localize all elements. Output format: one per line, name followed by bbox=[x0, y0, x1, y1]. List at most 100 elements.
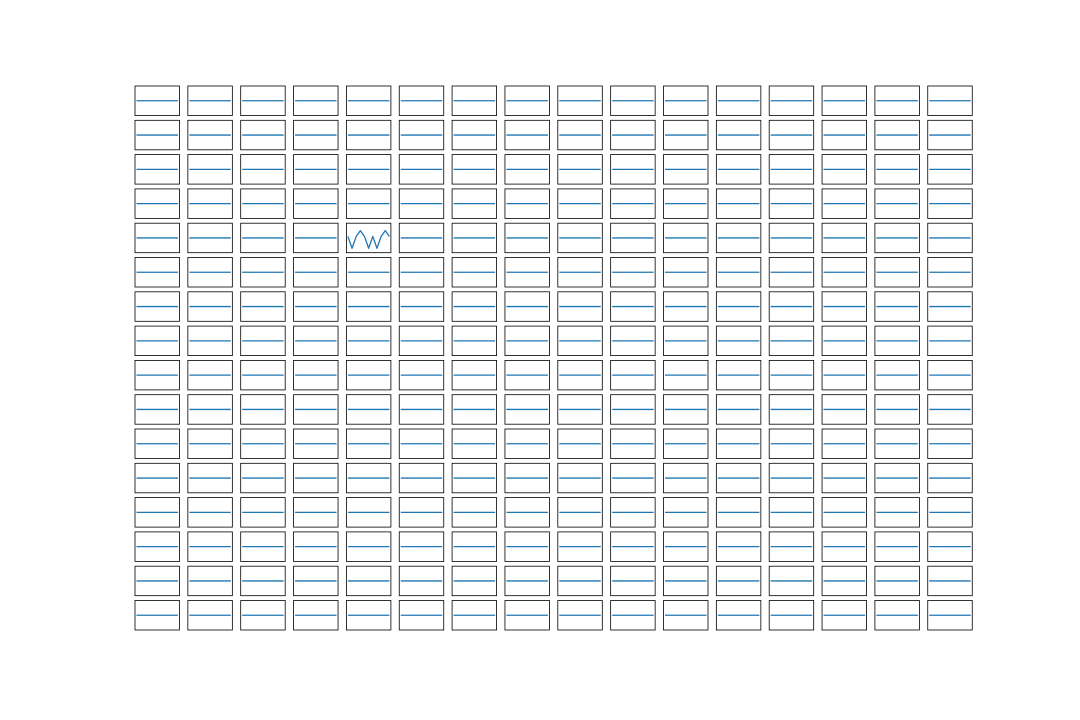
subplot-r13-c9 bbox=[610, 531, 656, 562]
subplot-r10-c14 bbox=[874, 428, 920, 459]
subplot-r11-c6 bbox=[451, 462, 498, 494]
subplot-r2-c4 bbox=[345, 154, 392, 185]
subplot-r9-c5 bbox=[398, 394, 445, 425]
subplot-r1-c4 bbox=[345, 119, 392, 151]
subplot-r7-c5 bbox=[398, 325, 445, 357]
subplot-r6-c13 bbox=[821, 291, 867, 322]
subplot-r11-c13 bbox=[821, 462, 867, 494]
subplot-r9-c9 bbox=[610, 394, 656, 425]
subplot-r3-c2 bbox=[240, 188, 286, 219]
subplot-r3-c8 bbox=[557, 188, 603, 219]
subplot-r8-c12 bbox=[768, 359, 815, 391]
subplot-r12-c2 bbox=[240, 497, 286, 528]
subplot-r8-c13 bbox=[821, 359, 867, 391]
subplot-r15-c1 bbox=[187, 600, 233, 631]
subplot-r13-c6 bbox=[451, 531, 498, 562]
subplot-r10-c1 bbox=[187, 428, 233, 459]
subplot-r0-c4 bbox=[345, 85, 392, 116]
subplot-r1-c12 bbox=[768, 119, 815, 151]
subplot-r0-c13 bbox=[821, 85, 867, 116]
subplot-r10-c7 bbox=[504, 428, 550, 459]
subplot-r15-c5 bbox=[398, 600, 445, 631]
subplot-r14-c6 bbox=[451, 565, 498, 597]
subplot-r10-c0 bbox=[134, 428, 180, 459]
subplot-r1-c3 bbox=[293, 119, 339, 151]
subplot-r8-c6 bbox=[451, 359, 498, 391]
subplot-r12-c6 bbox=[451, 497, 498, 528]
subplot-r6-c2 bbox=[240, 291, 286, 322]
subplot-r11-c2 bbox=[240, 462, 286, 494]
subplot-r4-c0 bbox=[134, 222, 180, 254]
subplot-r5-c12 bbox=[768, 257, 815, 288]
subplot-r14-c2 bbox=[240, 565, 286, 597]
subplot-r13-c8 bbox=[557, 531, 603, 562]
subplot-r4-c10 bbox=[663, 222, 709, 254]
subplot-r8-c9 bbox=[610, 359, 656, 391]
subplot-r0-c6 bbox=[451, 85, 498, 116]
subplot-r6-c11 bbox=[715, 291, 762, 322]
subplot-r15-c11 bbox=[715, 600, 762, 631]
subplot-r11-c0 bbox=[134, 462, 180, 494]
subplot-r3-c10 bbox=[663, 188, 709, 219]
subplot-r10-c15 bbox=[927, 428, 973, 459]
subplot-r15-c7 bbox=[504, 600, 550, 631]
subplot-r3-c6 bbox=[451, 188, 498, 219]
subplot-r2-c7 bbox=[504, 154, 550, 185]
subplot-r2-c0 bbox=[134, 154, 180, 185]
subplot-r12-c7 bbox=[504, 497, 550, 528]
subplot-r9-c8 bbox=[557, 394, 603, 425]
subplot-r3-c4 bbox=[345, 188, 392, 219]
subplot-r9-c11 bbox=[715, 394, 762, 425]
subplot-r2-c3 bbox=[293, 154, 339, 185]
subplot-r0-c9 bbox=[610, 85, 656, 116]
subplot-r6-c0 bbox=[134, 291, 180, 322]
subplot-r9-c10 bbox=[663, 394, 709, 425]
subplot-r14-c3 bbox=[293, 565, 339, 597]
subplot-r4-c2 bbox=[240, 222, 286, 254]
subplot-r11-c14 bbox=[874, 462, 920, 494]
subplot-r2-c14 bbox=[874, 154, 920, 185]
subplot-r11-c15 bbox=[927, 462, 973, 494]
subplot-r2-c8 bbox=[557, 154, 603, 185]
subplot-r7-c10 bbox=[663, 325, 709, 357]
subplot-r1-c10 bbox=[663, 119, 709, 151]
subplot-r15-c2 bbox=[240, 600, 286, 631]
subplot-r1-c1 bbox=[187, 119, 233, 151]
subplot-r10-c12 bbox=[768, 428, 815, 459]
subplot-r3-c14 bbox=[874, 188, 920, 219]
subplot-r13-c3 bbox=[293, 531, 339, 562]
subplot-r9-c12 bbox=[768, 394, 815, 425]
subplot-r0-c0 bbox=[134, 85, 180, 116]
subplot-r15-c14 bbox=[874, 600, 920, 631]
subplot-r4-c12 bbox=[768, 222, 815, 254]
subplot-r5-c3 bbox=[293, 257, 339, 288]
subplot-r2-c5 bbox=[398, 154, 445, 185]
subplot-r0-c10 bbox=[663, 85, 709, 116]
subplot-r14-c13 bbox=[821, 565, 867, 597]
subplot-r7-c8 bbox=[557, 325, 603, 357]
subplot-r6-c12 bbox=[768, 291, 815, 322]
subplot-r2-c6 bbox=[451, 154, 498, 185]
subplot-r4-c5 bbox=[398, 222, 445, 254]
subplot-r7-c12 bbox=[768, 325, 815, 357]
subplot-r6-c6 bbox=[451, 291, 498, 322]
subplot-r7-c14 bbox=[874, 325, 920, 357]
subplot-r12-c5 bbox=[398, 497, 445, 528]
subplot-r6-c10 bbox=[663, 291, 709, 322]
subplot-r0-c8 bbox=[557, 85, 603, 116]
subplot-r9-c4 bbox=[345, 394, 392, 425]
subplot-r5-c7 bbox=[504, 257, 550, 288]
subplot-r13-c10 bbox=[663, 531, 709, 562]
subplot-r0-c3 bbox=[293, 85, 339, 116]
subplot-r5-c1 bbox=[187, 257, 233, 288]
subplot-r7-c4 bbox=[345, 325, 392, 357]
subplot-r11-c4 bbox=[345, 462, 392, 494]
subplot-r8-c8 bbox=[557, 359, 603, 391]
subplot-r13-c2 bbox=[240, 531, 286, 562]
subplot-r2-c13 bbox=[821, 154, 867, 185]
subplot-r4-c15 bbox=[927, 222, 973, 254]
subplot-r8-c1 bbox=[187, 359, 233, 391]
subplot-r3-c12 bbox=[768, 188, 815, 219]
subplot-r6-c14 bbox=[874, 291, 920, 322]
subplot-r14-c8 bbox=[557, 565, 603, 597]
